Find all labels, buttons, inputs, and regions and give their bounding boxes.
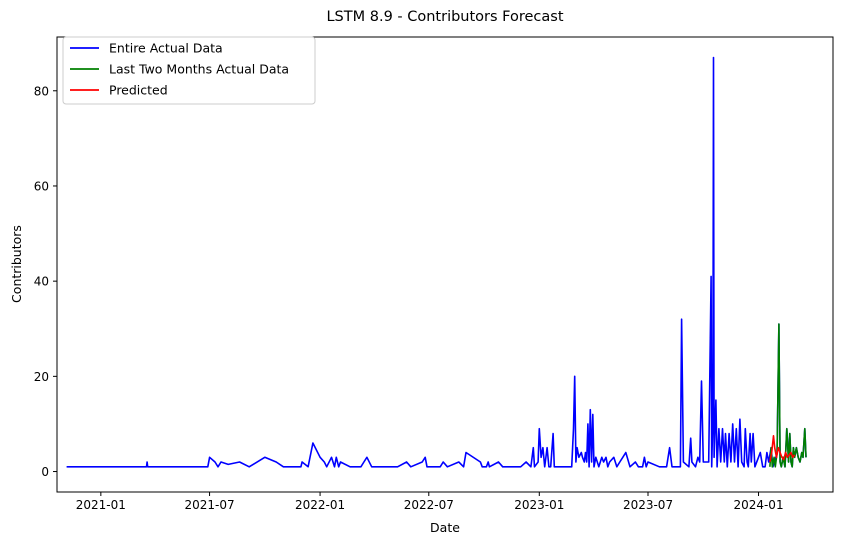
chart-title: LSTM 8.9 - Contributors Forecast bbox=[326, 9, 563, 25]
x-tick-label: 2021-07 bbox=[184, 498, 234, 512]
legend-label: Last Two Months Actual Data bbox=[109, 62, 289, 77]
series-line-actual bbox=[66, 56, 807, 468]
y-tick-label: 80 bbox=[34, 84, 49, 98]
y-tick-label: 20 bbox=[34, 370, 49, 384]
y-axis-label: Contributors bbox=[9, 225, 24, 303]
series-line-last-two-months bbox=[769, 323, 807, 468]
x-tick-label: 2022-01 bbox=[295, 498, 345, 512]
legend-label: Entire Actual Data bbox=[109, 41, 223, 56]
x-axis: 2021-01 2021-07 2022-01 2022-07 2023-01 2023-… bbox=[76, 492, 784, 512]
y-tick-label: 40 bbox=[34, 275, 49, 289]
series-line-predicted bbox=[769, 434, 796, 463]
x-tick-label: 2024-01 bbox=[733, 498, 783, 512]
legend-box bbox=[62, 36, 316, 105]
y-tick-label: 60 bbox=[34, 179, 49, 193]
plot-frame bbox=[56, 36, 834, 493]
x-tick-label: 2022-07 bbox=[404, 498, 454, 512]
x-tick-label: 2023-01 bbox=[514, 498, 564, 512]
legend: Entire Actual Data Last Two Months Actual… bbox=[62, 36, 316, 105]
y-axis: 0 20 40 60 80 bbox=[34, 84, 57, 479]
x-axis-label: Date bbox=[430, 520, 460, 535]
x-tick-label: 2021-01 bbox=[76, 498, 126, 512]
plot-area bbox=[66, 56, 807, 468]
y-tick-label: 0 bbox=[41, 465, 49, 479]
legend-label: Predicted bbox=[109, 83, 168, 98]
x-tick-label: 2023-07 bbox=[623, 498, 673, 512]
